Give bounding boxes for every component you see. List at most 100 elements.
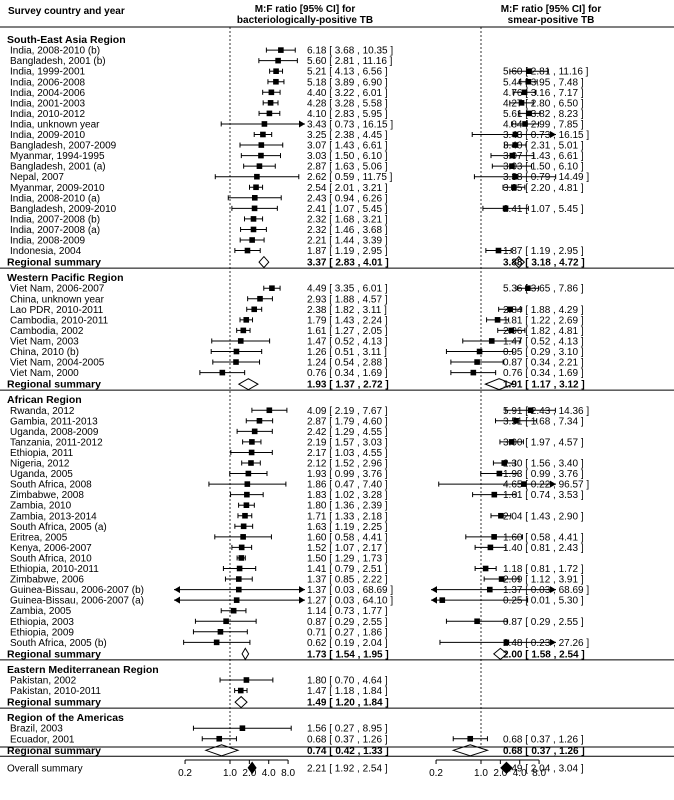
region-1-study-6-bact-point-estimate (233, 348, 240, 355)
region-0-study-9-smear-value: 3.40 [ 2.31 , 5.01 ] (503, 141, 584, 152)
region-2-study-17-bact-point-estimate (235, 586, 242, 593)
region-4-summary-smear-summary-diamond (451, 744, 490, 757)
region-0-study-6-label: India, 2010-2012 (10, 109, 86, 120)
region-0-study-2-smear-point-estimate (526, 68, 532, 74)
region-1-study-5-smear-value: 1.47 [ 0.52 , 4.13 ] (503, 336, 584, 347)
region-0-summary-bact-summary-diamond (258, 255, 270, 269)
region-0-study-6-bact-value: 4.10 [ 2.83 , 5.95 ] (307, 109, 388, 120)
region-2-study-9-label: Zambia, 2010 (10, 501, 72, 512)
region-2-summary-label: Regional summary (7, 648, 101, 660)
region-1-study-4-label: Cambodia, 2002 (10, 326, 84, 337)
region-1-study-5-bact-value: 1.47 [ 0.52 , 4.13 ] (307, 336, 388, 347)
region-1-study-8-smear-value: 0.76 [ 0.34 , 1.69 ] (503, 368, 584, 379)
region-0-study-11-smear-point-estimate (509, 163, 515, 169)
region-2-study-12-bact-point-estimate (240, 534, 246, 540)
region-2-study-15-bact-value: 1.41 [ 0.79 , 2.51 ] (307, 564, 388, 575)
region-2-study-2-bact-value: 2.42 [ 1.29 , 4.55 ] (307, 427, 388, 438)
region-0-study-4-bact-value: 4.40 [ 3.22 , 6.01 ] (307, 88, 388, 99)
region-0-study-17-bact-point-estimate (250, 226, 257, 233)
region-4-study-1-smear-point-estimate (467, 735, 474, 742)
region-1-study-0-smear-point-estimate (525, 285, 531, 291)
region-0-study-17-bact-value: 2.32 [ 1.46 , 3.68 ] (307, 225, 388, 236)
region-0-summary-smear-value: 3.88 [ 3.18 , 4.72 ] (503, 258, 585, 269)
region-0-study-10-bact-value: 3.03 [ 1.50 , 6.10 ] (307, 151, 388, 162)
region-2-study-7-smear-value: 4.65 [ 0.22 , 96.57 ] (503, 480, 589, 491)
region-0-study-14-label: India, 2008-2010 (a) (10, 193, 100, 204)
region-0-study-10-bact-point-estimate (258, 152, 264, 159)
region-1-summary-bact-summary-diamond (237, 378, 259, 391)
region-2-study-16-label: Zimbabwe, 2006 (10, 575, 84, 586)
region-2-study-20-label: Ethiopia, 2003 (10, 617, 74, 628)
region-0-study-7-label: India, unknown year (10, 119, 100, 130)
region-2-study-8-label: Zimbabwe, 2008 (10, 490, 84, 501)
region-0-study-18-label: India, 2008-2009 (10, 236, 86, 247)
region-2-study-20-bact-point-estimate (223, 618, 229, 625)
region-1-study-4-bact-value: 1.61 [ 1.27 , 2.05 ] (307, 326, 388, 337)
region-2-study-8-smear-value: 1.61 [ 0.74 , 3.53 ] (503, 490, 584, 501)
region-0-study-15-bact-value: 2.41 [ 1.07 , 5.45 ] (307, 204, 388, 215)
region-1-study-0-bact-value: 4.49 [ 3.35 , 6.01 ] (307, 284, 388, 295)
overall-bact-value: 2.21 [ 1.92 , 2.54 ] (307, 763, 388, 774)
region-0-study-0-bact-value: 6.18 [ 3.68 , 10.35 ] (307, 46, 393, 57)
region-2-study-5-bact-value: 2.12 [ 1.52 , 2.96 ] (307, 459, 388, 470)
region-1-study-7-smear-value: 0.87 [ 0.34 , 2.21 ] (503, 358, 584, 369)
region-2-study-17-smear-value: 1.37 [ 0.03 , 68.69 ] (503, 585, 589, 596)
region-0-study-5-bact-value: 4.28 [ 3.28 , 5.58 ] (307, 98, 388, 109)
smear-panel-header-line2: smear-positive TB (508, 15, 595, 26)
bact-x-tick-label-3: 4.0 (262, 768, 276, 779)
smear-panel-header-line1: M:F ratio [95% CI] for (501, 4, 602, 15)
region-2-study-10-label: Zambia, 2013-2014 (10, 511, 97, 522)
region-3-study-0-bact-point-estimate (243, 677, 250, 683)
region-0-study-12-smear-point-estimate (512, 173, 518, 180)
region-2-summary-smear-value: 2.00 [ 1.58 , 2.54 ] (503, 649, 585, 660)
region-2-study-10-bact-value: 1.71 [ 1.33 , 2.18 ] (307, 511, 388, 522)
region-2-study-11-bact-value: 1.63 [ 1.19 , 2.25 ] (307, 522, 388, 533)
region-0-study-3-bact-point-estimate (273, 78, 279, 85)
region-2-study-17-bact-ci-arrow-right (299, 586, 305, 594)
region-2-study-13-label: Kenya, 2006-2007 (10, 543, 92, 554)
region-2-study-17-bact-ci-arrow-left (174, 586, 180, 594)
region-2-study-15-smear-value: 1.18 [ 0.81 , 1.72 ] (503, 564, 584, 575)
region-4-study-1-bact-point-estimate (216, 735, 223, 742)
region-2-study-6-smear-value: 1.93 [ 0.99 , 3.76 ] (503, 469, 584, 480)
region-0-study-15-smear-value: 2.41 [ 1.07 , 5.45 ] (503, 204, 584, 215)
region-2-study-2-label: Uganda, 2008-2009 (10, 427, 99, 438)
region-1-study-1-label: China, unknown year (10, 294, 105, 305)
region-0-study-19-smear-value: 1.87 [ 1.19 , 2.95 ] (503, 246, 584, 257)
bact-panel-header-line1: M:F ratio [95% CI] for (255, 4, 356, 15)
region-2-study-12-smear-point-estimate (491, 534, 497, 540)
region-0-study-16-bact-value: 2.32 [ 1.68 , 3.21 ] (307, 214, 388, 225)
region-2-study-21-label: Ethiopia, 2009 (10, 627, 74, 638)
region-0-study-3-smear-point-estimate (525, 78, 532, 85)
region-0-study-9-label: Bangladesh, 2007-2009 (10, 141, 117, 152)
region-2-study-3-smear-point-estimate (508, 439, 515, 445)
region-heading-4: Region of the Americas (7, 712, 124, 724)
region-2-study-19-bact-point-estimate (230, 607, 237, 614)
region-0-study-14-bact-value: 2.43 [ 0.94 , 6.26 ] (307, 193, 388, 204)
region-1-study-5-smear-point-estimate (488, 338, 495, 344)
region-0-study-5-label: India, 2001-2003 (10, 98, 86, 109)
region-1-study-5-label: Viet Nam, 2003 (10, 336, 79, 347)
region-0-study-10-smear-point-estimate (509, 152, 516, 159)
region-4-study-0-label: Brazil, 2003 (10, 724, 63, 735)
region-0-study-5-bact-point-estimate (267, 100, 274, 106)
region-0-study-13-smear-value: 3.25 [ 2.20 , 4.81 ] (503, 183, 584, 194)
region-0-study-12-bact-point-estimate (254, 173, 260, 180)
region-0-study-2-label: India, 1999-2001 (10, 67, 86, 78)
region-2-study-7-smear-ci-arrow-right (550, 480, 556, 488)
region-2-study-8-bact-point-estimate (244, 491, 250, 498)
region-0-study-8-smear-value: 3.43 [ 0.73 , 16.15 ] (503, 130, 589, 141)
region-2-study-17-label: Guinea-Bissau, 2006-2007 (b) (10, 585, 144, 596)
region-2-study-5-smear-point-estimate (501, 460, 508, 466)
bact-x-tick-label-4: 8.0 (281, 768, 295, 779)
label-column-header: Survey country and year (8, 6, 125, 17)
region-4-study-0-bact-value: 1.56 [ 0.27 , 8.95 ] (307, 724, 388, 735)
region-0-study-11-bact-point-estimate (256, 163, 263, 169)
region-0-study-7-smear-point-estimate (522, 121, 528, 127)
bact-x-tick-label-1: 1.0 (223, 768, 237, 779)
region-1-study-2-bact-value: 2.38 [ 1.82 , 3.11 ] (307, 305, 387, 316)
region-4-study-1-bact-value: 0.68 [ 0.37 , 1.26 ] (307, 734, 388, 745)
region-3-summary-bact-summary-diamond (234, 695, 248, 709)
